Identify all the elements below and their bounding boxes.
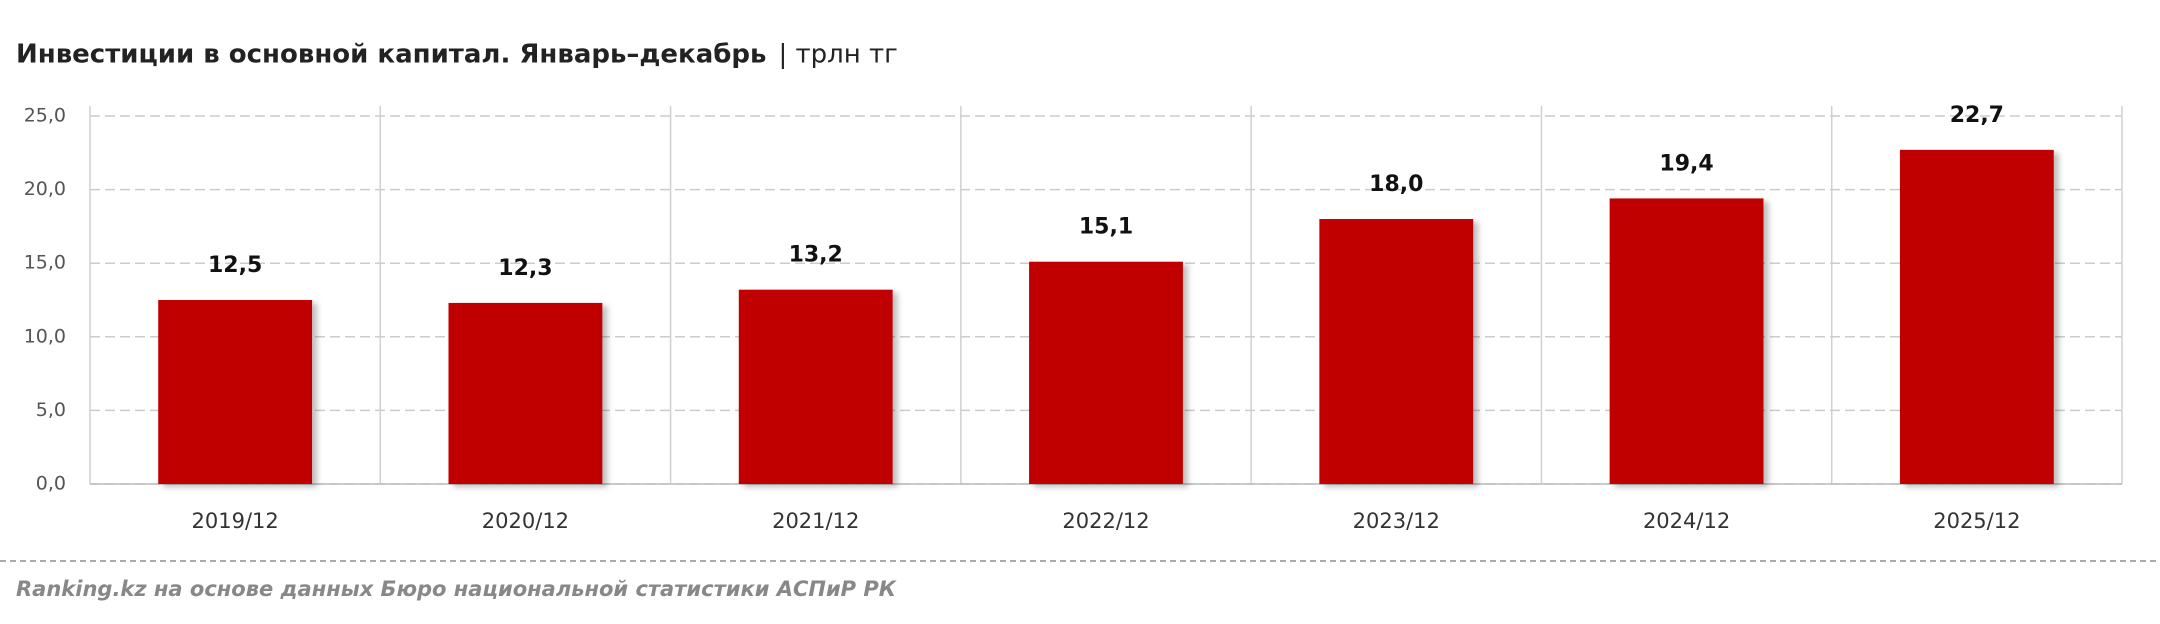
y-tick-label: 25,0 [24, 105, 66, 127]
y-tick-label: 10,0 [24, 325, 66, 347]
bar [1029, 261, 1183, 484]
y-tick-label: 15,0 [24, 252, 66, 274]
x-tick-label: 2019/12 [192, 509, 279, 533]
bar [158, 300, 313, 484]
value-label: 18,0 [1369, 172, 1423, 197]
x-tick-label: 2023/12 [1353, 509, 1440, 533]
value-label: 12,5 [208, 253, 262, 278]
x-tick-label: 2020/12 [482, 509, 569, 533]
x-tick-label: 2025/12 [1933, 509, 2020, 533]
y-tick-label: 20,0 [24, 178, 66, 200]
x-tick-label: 2022/12 [1062, 509, 1149, 533]
x-tick-label: 2024/12 [1643, 509, 1730, 533]
chart-unit: | трлн тг [778, 40, 897, 70]
value-label: 19,4 [1659, 151, 1713, 176]
value-label: 22,7 [1950, 103, 2004, 128]
value-label: 15,1 [1079, 215, 1133, 240]
source: Ranking.kz на основе данных Бюро национа… [16, 577, 897, 601]
value-label: 12,3 [498, 256, 552, 281]
chart-title: Инвестиции в основной капитал. Январь–де… [16, 40, 766, 70]
value-label: 13,2 [789, 243, 843, 268]
bar [1609, 198, 1764, 484]
bar [1899, 149, 2054, 484]
bar [448, 302, 603, 484]
y-tick-label: 5,0 [36, 399, 66, 421]
bar [1319, 219, 1474, 485]
x-tick-label: 2021/12 [772, 509, 859, 533]
y-tick-label: 0,0 [36, 473, 66, 495]
bar [738, 289, 893, 484]
